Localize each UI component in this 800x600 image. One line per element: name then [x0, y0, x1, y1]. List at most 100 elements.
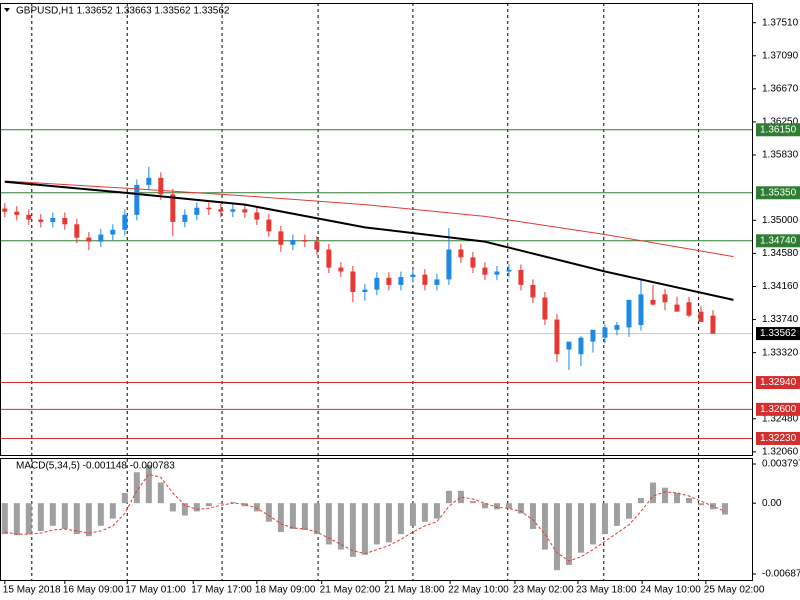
price-level-box — [756, 431, 800, 445]
x-tick-label: 17 May 01:00 — [125, 585, 186, 596]
moving-average — [4, 180, 734, 301]
histogram-bar — [613, 503, 620, 526]
candle-body — [206, 207, 212, 210]
histogram-bar — [1, 503, 8, 535]
candle-body — [506, 269, 512, 272]
y-tick-label: 1.37510 — [762, 17, 799, 28]
x-tick-label: 16 May 09:00 — [63, 585, 124, 596]
price-level-label: 1.35350 — [760, 187, 797, 198]
candle-body — [410, 274, 416, 278]
candle-body — [122, 214, 128, 230]
histogram-bar — [517, 503, 524, 514]
histogram-bar — [553, 503, 560, 571]
histogram-bar — [661, 487, 668, 504]
price-panel-frame — [0, 3, 753, 456]
candle-body — [266, 219, 272, 232]
price-level-box — [756, 234, 800, 248]
histogram-bar — [637, 498, 644, 504]
candle-body — [698, 311, 704, 322]
histogram-bar — [373, 503, 380, 545]
price-level-box — [756, 376, 800, 390]
candle-body — [530, 284, 536, 298]
candle-body — [290, 240, 296, 245]
histogram-bar — [529, 503, 536, 529]
histogram-bar — [721, 503, 728, 515]
candle-body — [446, 249, 452, 280]
candle-body — [590, 329, 596, 342]
x-tick-label: 22 May 10:00 — [448, 585, 509, 596]
histogram-bar — [313, 503, 320, 535]
candle-body — [134, 184, 140, 215]
candle-body — [434, 279, 440, 285]
candle-body — [470, 257, 476, 268]
price-level-label: 1.34740 — [760, 235, 797, 246]
candle-body — [518, 269, 524, 285]
candle-body — [50, 217, 56, 222]
price-level-label: 1.36150 — [760, 124, 797, 135]
candle-body — [182, 214, 188, 222]
panel-header: MACD(5,34,5) -0.001148 -0.000783 — [16, 461, 175, 472]
y-tick-label: 1.32060 — [762, 446, 799, 457]
histogram-bar — [121, 492, 128, 504]
candle-body — [626, 299, 632, 328]
price-level-label: 1.32230 — [760, 433, 797, 444]
histogram-bar — [577, 503, 584, 553]
histogram-bar — [469, 501, 476, 504]
candle-body — [398, 277, 404, 285]
candle-body — [458, 249, 464, 258]
histogram-bar — [229, 502, 236, 504]
price-level-label: 1.32600 — [760, 404, 797, 415]
histogram-bar — [85, 503, 92, 537]
x-tick-label: 18 May 09:00 — [255, 585, 316, 596]
x-tick-label: 15 May 2018 — [3, 585, 61, 596]
candle-body — [302, 240, 308, 242]
y-tick-label: 1.33320 — [762, 347, 799, 358]
histogram-bar — [457, 490, 464, 504]
y-tick-label: 1.35000 — [762, 215, 799, 226]
x-tick-label: 17 May 17:00 — [191, 585, 252, 596]
histogram-bar — [565, 503, 572, 566]
candle-body — [170, 194, 176, 222]
histogram-bar — [169, 503, 176, 512]
histogram-bar — [145, 465, 152, 504]
x-tick-label: 21 May 18:00 — [384, 585, 445, 596]
candle-body — [38, 219, 44, 222]
signal-line — [4, 473, 726, 562]
histogram-bar — [241, 503, 248, 507]
histogram-bar — [61, 503, 68, 529]
histogram-bar — [13, 503, 20, 536]
candle-body — [74, 224, 80, 238]
histogram-bar — [193, 503, 200, 512]
candle-body — [194, 207, 200, 215]
histogram-bar — [493, 503, 500, 510]
histogram-bar — [217, 503, 224, 504]
price-level-label: 1.33562 — [760, 328, 797, 339]
histogram-bar — [289, 503, 296, 529]
histogram-bar — [25, 503, 32, 535]
x-tick-label: 25 May 02:00 — [704, 585, 765, 596]
candle-body — [26, 214, 32, 220]
candle-body — [686, 302, 692, 316]
histogram-bar — [385, 503, 392, 543]
x-tick-label: 23 May 18:00 — [576, 585, 637, 596]
y-tick-label: 1.34580 — [762, 248, 799, 259]
histogram-bar — [181, 503, 188, 516]
candle-body — [650, 299, 656, 305]
y-tick-label: 0.003797 — [762, 459, 800, 470]
price-level-label: 1.32940 — [760, 377, 797, 388]
histogram-bar — [349, 503, 356, 557]
y-tick-label: 1.37090 — [762, 50, 799, 61]
histogram-bar — [73, 503, 80, 535]
candle-body — [614, 325, 620, 330]
labels-layer: GBPUSD,H1 1.33652 1.33663 1.33562 1.3356… — [3, 6, 800, 596]
histogram-bar — [397, 503, 404, 535]
candle-body — [326, 249, 332, 268]
candle-body — [338, 267, 344, 272]
histogram-bar — [325, 503, 332, 545]
histogram-bar — [157, 482, 164, 504]
panel-menu-arrow[interactable] — [4, 8, 10, 12]
candle-body — [230, 209, 236, 212]
candle-body — [62, 217, 68, 225]
